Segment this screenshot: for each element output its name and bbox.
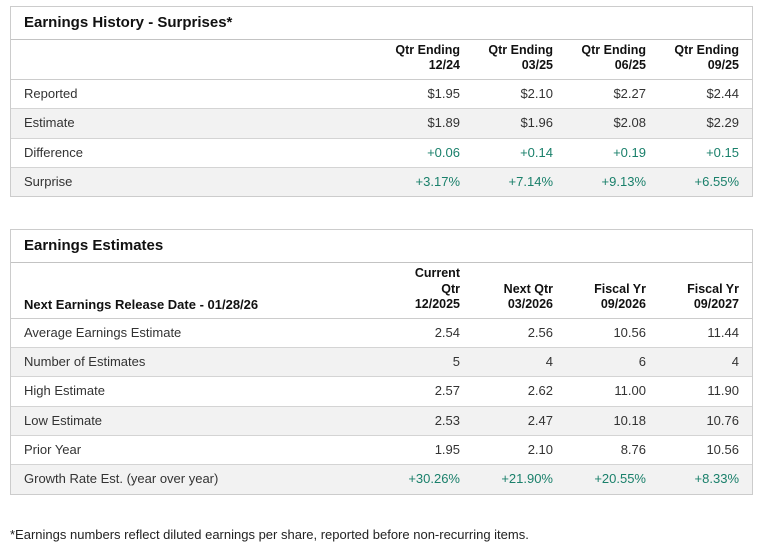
value-cell: 11.00	[566, 376, 659, 407]
table-row: Reported $1.95 $2.10 $2.27 $2.44	[11, 79, 752, 110]
value-cell: 1.95	[380, 435, 473, 466]
value-cell: 2.10	[473, 435, 566, 466]
header-row: Qtr Ending 12/24 Qtr Ending 03/25 Qtr En…	[11, 39, 752, 80]
value-cell: $2.44	[659, 79, 752, 110]
column-header-qtr-3: Qtr Ending 06/25	[566, 39, 659, 80]
value-cell: $2.29	[659, 108, 752, 139]
value-cell: 6	[566, 347, 659, 378]
earnings-estimates-title: Earnings Estimates	[11, 230, 752, 263]
table-row: Growth Rate Est. (year over year) +30.26%…	[11, 464, 752, 494]
table-row: Average Earnings Estimate 2.54 2.56 10.56 11…	[11, 318, 752, 349]
column-header-qtr-1: Qtr Ending 12/24	[380, 39, 473, 80]
row-label: High Estimate	[11, 376, 380, 407]
footnote: *Earnings numbers reflect diluted earnin…	[10, 526, 529, 542]
value-cell: +0.19	[566, 138, 659, 168]
value-cell: $2.10	[473, 79, 566, 110]
row-label: Low Estimate	[11, 406, 380, 437]
value-cell: +6.55%	[694, 173, 739, 189]
column-header-current-qtr: Current Qtr 12/2025	[380, 262, 473, 319]
column-header-next-qtr: Next Qtr 03/2026	[473, 262, 566, 319]
label-column-header	[11, 39, 380, 80]
header-row: Next Earnings Release Date - 01/28/26 Cu…	[11, 262, 752, 319]
value-cell: +0.06	[380, 138, 473, 168]
value-cell: 10.56	[566, 318, 659, 349]
row-label: Prior Year	[11, 435, 380, 466]
value-cell: +30.26%	[408, 471, 460, 487]
row-label: Surprise	[24, 173, 73, 189]
row-label: Reported	[11, 79, 380, 110]
value-cell: 2.57	[380, 376, 473, 407]
value-cell: 8.76	[566, 435, 659, 466]
value-cell: +7.14%	[508, 173, 553, 189]
earnings-estimates-card: Earnings Estimates Next Earnings Release…	[10, 229, 753, 495]
row-label: Average Earnings Estimate	[11, 318, 380, 349]
row-label: Number of Estimates	[11, 347, 380, 378]
value-cell: $1.96	[473, 108, 566, 139]
earnings-history-card: Earnings History - Surprises* Qtr Ending…	[10, 6, 753, 198]
earnings-history-table: Qtr Ending 12/24 Qtr Ending 03/25 Qtr En…	[11, 39, 752, 197]
column-header-fiscal-yr-1: Fiscal Yr 09/2026	[566, 262, 659, 319]
value-cell: 2.62	[473, 376, 566, 407]
value-cell: 11.44	[659, 318, 752, 349]
row-label: Estimate	[11, 108, 380, 139]
value-cell: +9.13%	[601, 173, 646, 189]
value-cell: +0.15	[659, 138, 752, 168]
value-cell: 4	[473, 347, 566, 378]
table-row: Low Estimate 2.53 2.47 10.18 10.76	[11, 406, 752, 437]
value-cell: 10.18	[566, 406, 659, 437]
value-cell: +8.33%	[694, 471, 739, 487]
row-label: Growth Rate Est. (year over year)	[24, 471, 219, 487]
value-cell: +3.17%	[415, 173, 460, 189]
value-cell: 10.76	[659, 406, 752, 437]
value-cell: $1.95	[380, 79, 473, 110]
value-cell: 11.90	[659, 376, 752, 407]
row-label: Difference	[11, 138, 380, 168]
value-cell: $2.27	[566, 79, 659, 110]
value-cell: +0.14	[473, 138, 566, 168]
value-cell: 10.56	[659, 435, 752, 466]
value-cell: 2.53	[380, 406, 473, 437]
earnings-history-title: Earnings History - Surprises*	[11, 7, 752, 40]
column-header-qtr-2: Qtr Ending 03/25	[473, 39, 566, 80]
value-cell: 2.54	[380, 318, 473, 349]
value-cell: 5	[380, 347, 473, 378]
value-cell: $2.08	[566, 108, 659, 139]
column-header-fiscal-yr-2: Fiscal Yr 09/2027	[659, 262, 752, 319]
value-cell: 2.47	[473, 406, 566, 437]
value-cell: +20.55%	[594, 471, 646, 487]
next-earnings-release-date: Next Earnings Release Date - 01/28/26	[11, 262, 380, 319]
table-row: Estimate $1.89 $1.96 $2.08 $2.29	[11, 108, 752, 139]
table-row: Difference +0.06 +0.14 +0.19 +0.15	[11, 138, 752, 168]
value-cell: $1.89	[380, 108, 473, 139]
earnings-estimates-table: Next Earnings Release Date - 01/28/26 Cu…	[11, 262, 752, 494]
value-cell: +21.90%	[501, 471, 553, 487]
column-header-qtr-4: Qtr Ending 09/25	[659, 39, 752, 80]
table-row: Prior Year 1.95 2.10 8.76 10.56	[11, 435, 752, 466]
table-row: High Estimate 2.57 2.62 11.00 11.90	[11, 376, 752, 407]
table-row: Surprise +3.17% +7.14% +9.13% +6.55%	[11, 167, 752, 197]
value-cell: 2.56	[473, 318, 566, 349]
value-cell: 4	[659, 347, 752, 378]
table-row: Number of Estimates 5 4 6 4	[11, 347, 752, 378]
